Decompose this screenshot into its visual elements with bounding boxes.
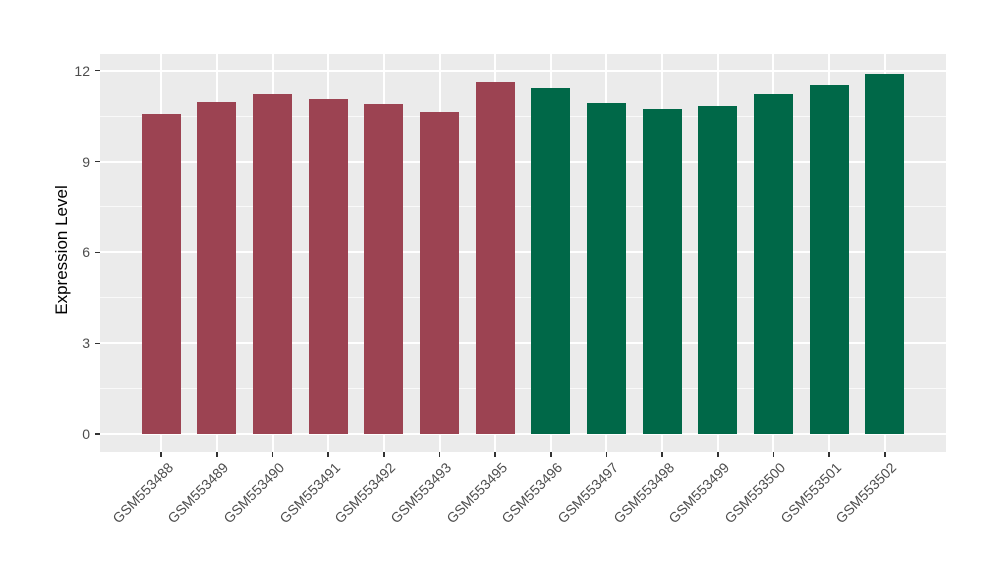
y-tick-label: 6 xyxy=(82,244,90,261)
bar-GSM553502 xyxy=(865,74,905,435)
minor-gridline xyxy=(100,297,946,299)
x-tick-mark xyxy=(160,452,162,457)
plot-panel xyxy=(100,54,946,452)
bar-GSM553490 xyxy=(253,93,292,435)
bar-GSM553489 xyxy=(197,101,237,435)
y-tick-label: 9 xyxy=(82,153,90,170)
minor-gridline xyxy=(100,388,946,390)
y-tick-mark xyxy=(95,342,100,344)
bar-GSM553499 xyxy=(698,106,738,435)
y-tick-label: 0 xyxy=(82,426,90,443)
bar-GSM553488 xyxy=(141,113,181,435)
y-tick-mark xyxy=(95,433,100,435)
minor-gridline xyxy=(100,206,946,208)
x-tick-mark xyxy=(605,452,608,457)
bar-GSM553500 xyxy=(753,94,793,435)
x-tick-mark xyxy=(271,452,274,457)
major-gridline xyxy=(100,433,946,436)
minor-gridline xyxy=(100,115,946,117)
x-tick-mark xyxy=(327,452,329,457)
x-tick-mark xyxy=(494,452,496,457)
x-tick-mark xyxy=(884,452,886,457)
bar-GSM553493 xyxy=(420,111,459,435)
x-tick-mark xyxy=(772,452,775,457)
bar-GSM553491 xyxy=(308,98,348,435)
x-tick-mark xyxy=(717,452,719,457)
x-tick-mark xyxy=(550,452,552,457)
x-tick-mark xyxy=(661,452,663,457)
y-tick-mark xyxy=(95,160,100,163)
x-tick-mark xyxy=(216,452,218,457)
major-gridline xyxy=(100,69,946,72)
x-tick-mark xyxy=(828,452,830,457)
y-tick-label: 3 xyxy=(82,335,90,352)
bar-GSM553495 xyxy=(475,82,515,435)
bar-GSM553501 xyxy=(809,84,849,435)
x-tick-mark xyxy=(383,452,385,457)
major-gridline xyxy=(100,342,946,345)
bar-GSM553496 xyxy=(531,87,571,435)
y-tick-label: 12 xyxy=(74,62,90,79)
x-tick-mark xyxy=(438,452,441,457)
y-tick-mark xyxy=(95,69,100,72)
bar-GSM553492 xyxy=(364,103,404,435)
major-gridline xyxy=(100,160,946,163)
major-gridline xyxy=(100,251,946,254)
bar-GSM553497 xyxy=(587,103,626,435)
bar-GSM553498 xyxy=(642,109,682,435)
y-tick-mark xyxy=(95,251,100,254)
